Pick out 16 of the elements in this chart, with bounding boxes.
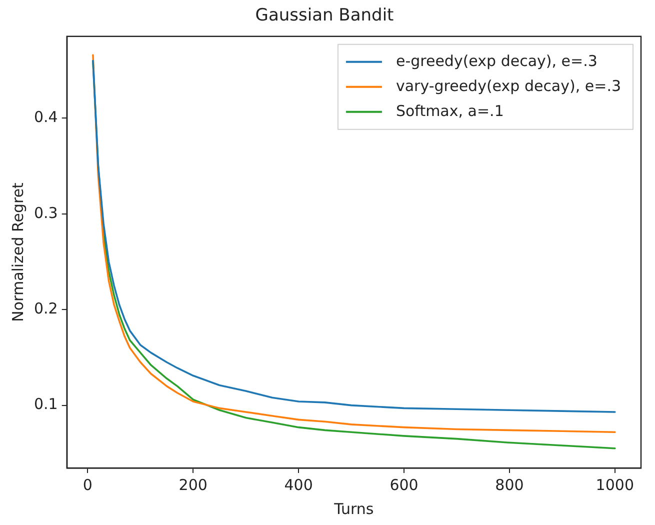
- legend-label: Softmax, a=.1: [396, 102, 504, 120]
- chart-title: Gaussian Bandit: [255, 6, 394, 26]
- y-tick-label: 0.2: [34, 300, 58, 318]
- y-tick-label: 0.4: [34, 108, 58, 126]
- legend-label: vary-greedy(exp decay), e=.3: [396, 76, 622, 95]
- x-tick-label: 600: [390, 476, 418, 494]
- legend-label: e-greedy(exp decay), e=.3: [396, 52, 598, 70]
- x-tick-label: 800: [495, 476, 524, 494]
- x-axis-title: Turns: [333, 500, 374, 518]
- x-tick-label: 400: [284, 476, 313, 494]
- y-tick-label: 0.1: [34, 395, 58, 414]
- y-tick-label: 0.3: [34, 204, 58, 222]
- x-tick-label: 200: [178, 476, 208, 494]
- x-tick-label: 0: [82, 476, 92, 494]
- x-tick-label: 1000: [596, 476, 634, 494]
- y-axis-title: Normalized Regret: [8, 182, 27, 322]
